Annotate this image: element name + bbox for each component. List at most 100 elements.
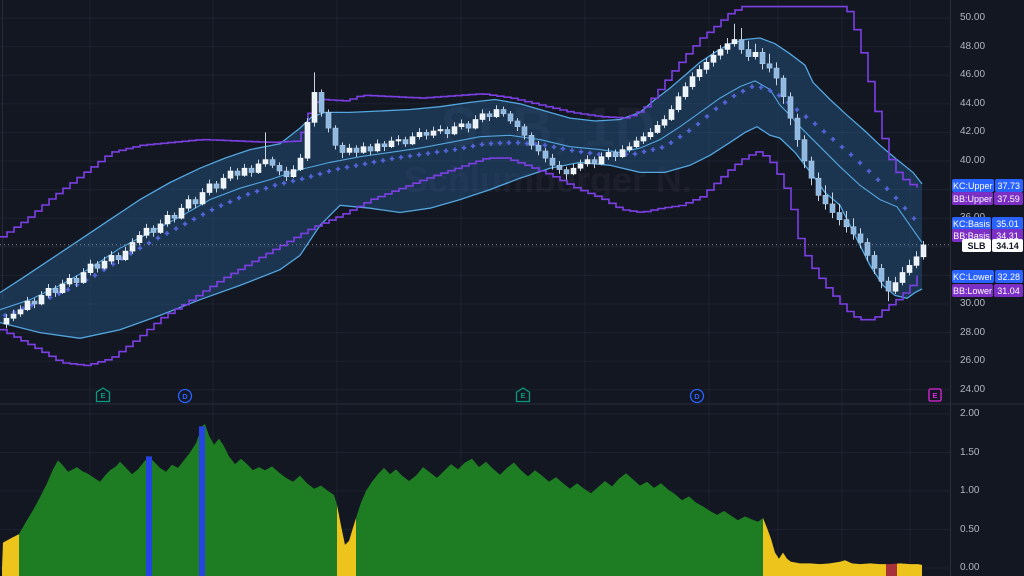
candle — [465, 123, 472, 129]
candle — [248, 167, 255, 173]
candle — [94, 263, 101, 269]
indicator-area-yellow — [337, 504, 356, 576]
candle — [626, 146, 633, 150]
price-axis-label: 24.00 — [960, 383, 986, 395]
dividend-marker[interactable]: D — [177, 388, 193, 404]
candle — [388, 140, 395, 147]
indicator-value-badge: KC:Basis 35.01 — [952, 217, 1023, 230]
earnings-marker[interactable]: E — [95, 387, 111, 403]
indicator-area-yellow — [763, 518, 886, 576]
candle — [906, 265, 913, 273]
indicator-value-badge: KC:Lower 32.28 — [952, 270, 1023, 283]
dividend-marker[interactable]: D — [689, 388, 705, 404]
kc-lower-line — [0, 151, 918, 367]
candle — [213, 183, 220, 189]
candle — [850, 226, 857, 235]
price-axis-label: 44.00 — [960, 97, 986, 109]
candle — [493, 109, 500, 117]
candle — [612, 152, 619, 157]
badge-label: BB:Basis — [952, 229, 991, 242]
candle — [157, 223, 164, 233]
candle — [87, 263, 94, 273]
candle — [640, 136, 647, 142]
candle — [605, 152, 612, 157]
candle — [164, 215, 171, 225]
svg-text:E: E — [932, 391, 937, 400]
candle — [52, 287, 59, 293]
indicator-area-green — [356, 458, 763, 576]
candle — [227, 170, 234, 179]
candle — [710, 54, 717, 63]
candle — [507, 113, 514, 122]
candle — [591, 159, 598, 165]
indicator-area-yellow — [897, 563, 922, 576]
candle — [871, 255, 878, 269]
candle — [808, 160, 815, 179]
badge-value: 35.01 — [992, 217, 1023, 230]
candle — [549, 157, 556, 166]
candle — [654, 125, 661, 133]
candle — [38, 295, 45, 305]
candle — [822, 195, 829, 205]
candle — [451, 126, 458, 135]
candle — [395, 139, 402, 142]
bb-lower-line — [0, 125, 923, 339]
candle — [192, 199, 199, 205]
candle — [577, 163, 584, 169]
bb-fill — [0, 38, 922, 339]
candle — [73, 277, 80, 283]
candle — [325, 112, 332, 129]
indicator-axis-label: 1.50 — [960, 446, 980, 458]
candle — [24, 300, 31, 311]
svg-text:D: D — [182, 392, 188, 401]
indicator-value-badge: BB:Lower 31.04 — [952, 284, 1023, 297]
candle — [556, 165, 563, 170]
candle — [752, 51, 759, 57]
price-axis[interactable]: 50.0048.0046.0044.0042.0040.0036.0030.00… — [950, 0, 1024, 576]
candle — [444, 129, 451, 135]
candle — [31, 300, 38, 305]
candle — [374, 143, 381, 152]
candle — [815, 177, 822, 196]
badge-label: KC:Lower — [952, 270, 994, 283]
candle — [682, 86, 689, 97]
candle — [220, 177, 227, 189]
indicator-spike-bar — [199, 426, 205, 576]
candle — [262, 159, 269, 165]
candle — [255, 163, 262, 173]
candle — [878, 267, 885, 282]
lower-indicator — [2, 424, 922, 576]
candle — [241, 167, 248, 176]
candle — [689, 76, 696, 87]
candle — [794, 117, 801, 140]
price-axis-label: 28.00 — [960, 326, 986, 338]
badge-value: 31.04 — [994, 284, 1023, 297]
candle — [500, 109, 507, 115]
indicator-axis-label: 0.00 — [960, 562, 980, 573]
candle — [143, 227, 150, 236]
candle — [563, 169, 570, 175]
candle — [703, 61, 710, 70]
keltner-channel — [0, 5, 918, 367]
upcoming-marker[interactable]: E — [928, 388, 942, 402]
candle — [675, 96, 682, 110]
candle — [542, 150, 549, 159]
candle — [290, 169, 297, 178]
candle — [717, 49, 724, 56]
price-axis-label: 42.00 — [960, 126, 986, 138]
candle — [122, 250, 129, 261]
earnings-marker[interactable]: E — [515, 387, 531, 403]
indicator-value-badge: BB:Upper 37.59 — [952, 192, 1023, 205]
candle — [45, 287, 52, 296]
candle — [129, 242, 136, 252]
candles — [3, 23, 927, 329]
candle — [521, 126, 528, 136]
left-edge-line — [2, 0, 3, 300]
candle — [787, 96, 794, 119]
candle — [150, 227, 157, 233]
badge-label: KC:Upper — [952, 179, 994, 192]
candle — [780, 77, 787, 97]
candle — [346, 147, 353, 153]
